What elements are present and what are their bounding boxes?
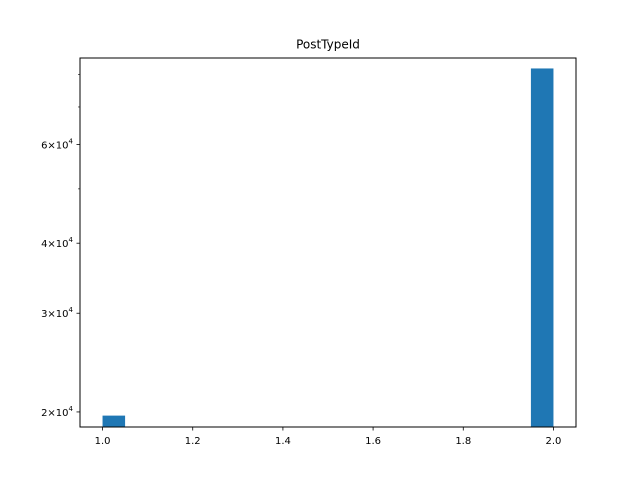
- x-tick-label: 1.2: [185, 436, 201, 447]
- y-tick-label: 6×104: [41, 138, 73, 152]
- x-tick-label: 1.4: [275, 436, 291, 447]
- y-axis: 2×104 3×104 4×104 6×104: [41, 74, 80, 419]
- x-axis: 1.0 1.2 1.4 1.6 1.8 2.0: [95, 427, 562, 447]
- x-tick-label: 1.0: [95, 436, 111, 447]
- x-tick-label: 2.0: [546, 436, 562, 447]
- y-tick-label: 4×104: [41, 236, 73, 250]
- x-tick-label: 1.6: [365, 436, 381, 447]
- histogram-bar-2: [530, 68, 554, 427]
- y-tick-label: 3×104: [41, 306, 73, 320]
- plot-frame: [79, 57, 577, 428]
- x-tick-label: 1.8: [455, 436, 471, 447]
- bar-group: [102, 68, 554, 427]
- chart-title: PostTypeId: [296, 38, 360, 52]
- y-tick-label: 2×104: [41, 405, 73, 419]
- histogram-bar-1: [102, 415, 126, 427]
